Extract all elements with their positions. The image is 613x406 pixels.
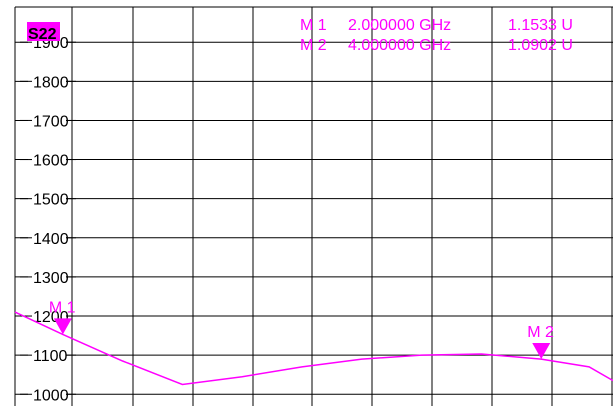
- trace-line-s22: [14, 311, 613, 386]
- trace-label[interactable]: S22: [27, 22, 60, 43]
- y-tick-label-1800: 1800: [33, 74, 69, 91]
- marker-2-triangle: [532, 343, 551, 360]
- y-tick-label-1600: 1600: [33, 153, 69, 170]
- tick-halo-1100: [28, 346, 66, 365]
- marker-1-label: M 1: [49, 299, 76, 316]
- marker-row-1-name: M 1: [300, 17, 327, 34]
- marker-2-label: M 2: [527, 324, 554, 341]
- markers: M 1 M 2: [49, 299, 554, 360]
- y-tick-label-1400: 1400: [33, 231, 69, 248]
- tick-halo-1800: [28, 72, 66, 91]
- y-tick-label-1700: 1700: [33, 113, 69, 130]
- tick-halo-1000: [28, 385, 66, 404]
- tick-halo-1400: [28, 228, 66, 247]
- tick-halo-1300: [28, 267, 66, 286]
- marker-row-2-name: M 2: [300, 37, 327, 54]
- marker-1-triangle: [53, 318, 72, 335]
- y-tick-label-1000: 1000: [33, 387, 69, 404]
- y-tick-label-1500: 1500: [33, 192, 69, 209]
- tick-halo-1700: [28, 111, 66, 130]
- trace-label-background: [27, 22, 60, 41]
- marker-readout-table: M 1 2.000000 GHz 1.1533 U M 2 4.000000 GHz 1.…: [300, 17, 573, 54]
- tick-halo-1600: [28, 150, 66, 169]
- y-tick-label-1100: 1100: [33, 348, 68, 365]
- marker-row-1-value: 1.1533 U: [508, 17, 573, 34]
- marker-row-1-freq: 2.000000 GHz: [348, 17, 451, 34]
- chart-grid: [14, 6, 613, 406]
- tick-halo-1500: [28, 189, 66, 208]
- marker-row-2-value: 1.0902 U: [508, 37, 573, 54]
- marker-row-2-freq: 4.000000 GHz: [348, 37, 451, 54]
- y-tick-label-1300: 1300: [33, 270, 69, 287]
- trace-label-text: S22: [28, 26, 57, 43]
